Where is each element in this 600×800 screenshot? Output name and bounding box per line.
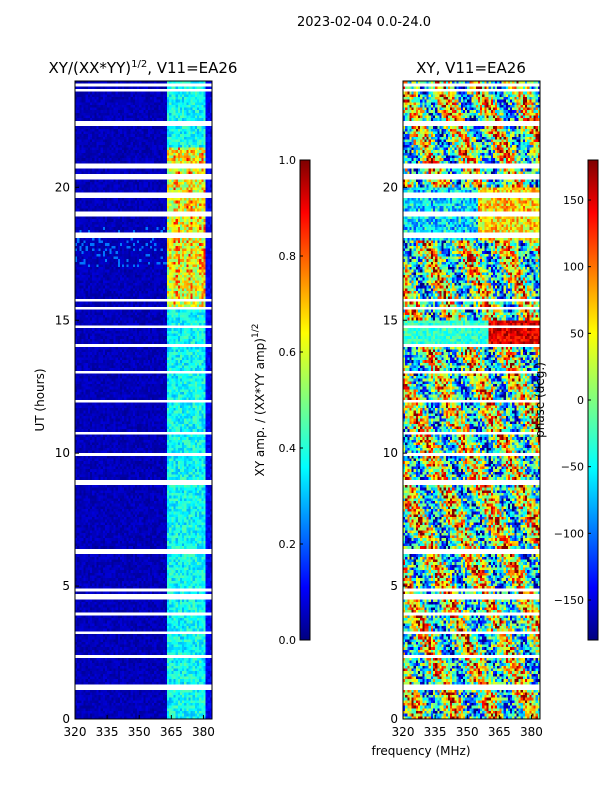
heatmap-cells — [75, 81, 212, 719]
y-tick-label: 5 — [390, 579, 398, 593]
figure-suptitle: 2023-02-04 0.0-24.0 — [297, 15, 431, 30]
colorbar-tick-label: 0.2 — [279, 538, 297, 551]
left-ylabel: UT (hours) — [33, 368, 47, 431]
colorbar-tick-label: −50 — [561, 461, 584, 474]
left-panel-title: XY/(XX*YY)1/2, V11=EA26 — [49, 59, 238, 77]
x-tick-label: 335 — [424, 725, 447, 739]
y-tick-label: 5 — [62, 579, 70, 593]
colorbar-tick-label: 0 — [577, 394, 584, 407]
x-tick-label: 350 — [456, 725, 479, 739]
y-tick-label: 10 — [55, 446, 70, 460]
x-tick-label: 380 — [192, 725, 215, 739]
left-cb-label-exponent: 1/2 — [251, 324, 261, 338]
right-heatmap — [403, 81, 540, 719]
figure-xlabel: frequency (MHz) — [371, 744, 470, 758]
y-tick-label: 10 — [383, 446, 398, 460]
colorbar-tick-label: −150 — [554, 594, 584, 607]
y-tick-label: 15 — [383, 313, 398, 327]
right-cb-label-prefix: phase (deg.) — [533, 362, 547, 438]
left-axis-ticks: 320 335 350 365 380 0 5 10 15 20 — [55, 180, 215, 739]
x-tick-label: 365 — [488, 725, 511, 739]
left-colorbar-label: XY amp. / (XX*YY amp)1/2 — [251, 324, 267, 477]
left-colorbar-ticks: 0.0 0.2 0.4 0.6 0.8 1.0 — [279, 154, 303, 647]
y-tick-label: 20 — [383, 180, 398, 194]
left-heatmap-frame — [74, 80, 213, 720]
right-heatmap-frame — [402, 80, 541, 720]
colorbar-tick-label: 50 — [570, 327, 584, 340]
colorbar-tick-label: 0.0 — [279, 634, 297, 647]
left-heatmap — [75, 81, 212, 719]
y-tick-label: 0 — [62, 712, 70, 726]
right-title-prefix: XY, V11=EA26 — [416, 59, 526, 77]
x-tick-label: 320 — [64, 725, 87, 739]
x-tick-label: 365 — [160, 725, 183, 739]
colorbar-tick-label: 0.4 — [279, 442, 297, 455]
left-title-prefix: XY/(XX*YY) — [49, 59, 132, 77]
heatmap-cells — [403, 81, 540, 719]
left-title-suffix: , V11=EA26 — [147, 59, 237, 77]
colorbar-tick-label: 150 — [563, 194, 584, 207]
colorbar-tick-label: −100 — [554, 527, 584, 540]
left-colorbar — [299, 159, 311, 641]
right-colorbar-ticks: −150 −100 −50 0 50 100 150 — [554, 194, 591, 607]
x-tick-label: 335 — [96, 725, 119, 739]
right-colorbar-label: phase (deg.) — [533, 362, 547, 438]
left-cb-label-prefix: XY amp. / (XX*YY amp) — [253, 338, 267, 476]
x-tick-label: 380 — [520, 725, 543, 739]
x-tick-label: 320 — [392, 725, 415, 739]
x-tick-label: 350 — [128, 725, 151, 739]
y-tick-label: 20 — [55, 180, 70, 194]
y-tick-label: 0 — [390, 712, 398, 726]
colorbar-tick-label: 100 — [563, 261, 584, 274]
colorbar-tick-label: 0.6 — [279, 346, 297, 359]
y-tick-label: 15 — [55, 313, 70, 327]
left-title-exponent: 1/2 — [131, 59, 147, 70]
right-panel-title: XY, V11=EA26 — [416, 59, 526, 77]
right-axis-ticks: 320 335 350 365 380 0 5 10 15 20 — [383, 180, 543, 739]
colorbar-tick-label: 0.8 — [279, 250, 297, 263]
colorbar-tick-label: 1.0 — [279, 154, 297, 167]
